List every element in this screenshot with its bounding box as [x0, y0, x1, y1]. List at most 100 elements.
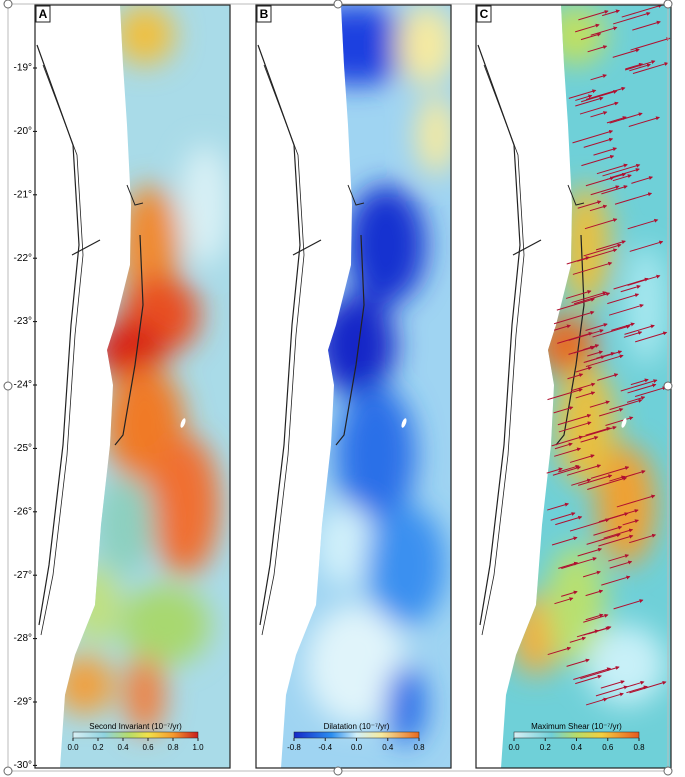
lake: [621, 418, 627, 428]
colorbar-title: Maximum Shear (10⁻⁷/yr): [531, 722, 622, 731]
vector: [551, 536, 578, 546]
vector: [571, 478, 592, 486]
vector: [634, 386, 667, 398]
vector: [556, 297, 595, 311]
vector: [596, 163, 628, 175]
vector: [554, 597, 574, 605]
vector: [622, 519, 639, 526]
fault: [512, 239, 542, 256]
vector: [613, 599, 644, 610]
field-blob: [416, 95, 451, 175]
vector: [629, 63, 651, 72]
vector: [547, 502, 569, 511]
field: [296, 5, 451, 745]
field-blob: [596, 445, 656, 565]
vector: [582, 570, 601, 578]
vector: [621, 4, 663, 18]
vector: [580, 666, 620, 680]
vector: [611, 322, 635, 331]
vector: [612, 174, 632, 182]
vector: [585, 589, 604, 597]
latitude-label: -30°: [14, 760, 32, 771]
colorbar-title: Second Invariant (10⁻⁷/yr): [89, 722, 182, 731]
vector: [632, 20, 661, 31]
vector: [605, 416, 634, 426]
vector: [602, 9, 620, 17]
vector: [550, 512, 576, 521]
vector: [574, 23, 600, 33]
map-panel: C Maximum Shear (10⁻⁷/yr) 0.0 0.2 0.4 0.6 0.8: [475, 4, 672, 769]
vector: [568, 329, 604, 341]
field-blob: [180, 145, 230, 265]
colorbar-tick-label: -0.8: [287, 743, 301, 752]
vector: [595, 240, 626, 251]
vector: [607, 293, 640, 305]
vector: [624, 470, 646, 478]
vector: [587, 350, 603, 357]
colorbar-tick-label: 0.4: [571, 743, 583, 752]
vector: [569, 636, 587, 643]
vector: [569, 518, 610, 532]
field-blob: [586, 625, 666, 705]
vector: [590, 26, 618, 36]
latitude-label: -28°: [14, 633, 32, 644]
panel-label: B: [260, 7, 269, 21]
vector: [627, 274, 661, 286]
colorbar-tick-label: 0.2: [92, 743, 104, 752]
field-blob: [396, 5, 451, 85]
resize-handle: [3, 381, 13, 391]
vector: [606, 116, 627, 124]
vector: [578, 474, 613, 486]
vector: [547, 646, 572, 656]
vector: [587, 476, 628, 491]
colorbar-tick-label: 0.0: [67, 743, 79, 752]
vector: [573, 667, 612, 680]
resize-handle: [663, 0, 673, 9]
colorbar-tick-label: 0.0: [508, 743, 520, 752]
resize-handle: [663, 766, 673, 776]
field-blob: [316, 505, 376, 585]
vector: [626, 396, 646, 403]
field-blob: [70, 565, 120, 645]
panel-label: C: [480, 7, 489, 21]
field-blob: [125, 655, 165, 735]
trench: [261, 64, 305, 636]
vector: [585, 323, 608, 331]
land: [281, 5, 451, 768]
vector: [613, 277, 649, 290]
latitude-label: -20°: [14, 126, 32, 137]
vector: [557, 414, 592, 426]
vector: [583, 355, 606, 363]
vector: [613, 11, 651, 25]
field-blob: [561, 185, 611, 305]
field-blob: [150, 435, 220, 575]
vector: [580, 32, 602, 41]
vector: [555, 515, 583, 526]
colorbar-title: Dilatation (10⁻⁷/yr): [324, 722, 390, 731]
vector: [571, 291, 607, 304]
vector: [590, 111, 608, 118]
colorbar-tick-label: 0.4: [382, 743, 394, 752]
map-panel: B Dilatation (10⁻⁷/yr) -0.8 -0.4 0.0 0.4 0.8: [255, 4, 452, 769]
colorbar-tick-label: -0.4: [318, 743, 332, 752]
field-blob: [316, 295, 396, 395]
velocity-vectors: [546, 4, 671, 706]
vector: [554, 442, 573, 450]
vector: [628, 116, 660, 127]
latitude-label: -27°: [14, 570, 32, 581]
fault: [292, 239, 322, 256]
vector: [561, 590, 578, 597]
vector: [590, 466, 630, 479]
panel-label: A: [39, 7, 48, 21]
vector: [558, 561, 579, 569]
latitude-label: -23°: [14, 316, 32, 327]
vector: [631, 176, 654, 184]
vector: [573, 345, 596, 354]
vector: [567, 373, 584, 380]
vector: [578, 10, 609, 21]
field-blob: [306, 605, 406, 725]
fault: [555, 234, 585, 446]
fault: [347, 184, 365, 206]
latitude-label: -25°: [14, 443, 32, 454]
panel-frame: [34, 4, 231, 769]
